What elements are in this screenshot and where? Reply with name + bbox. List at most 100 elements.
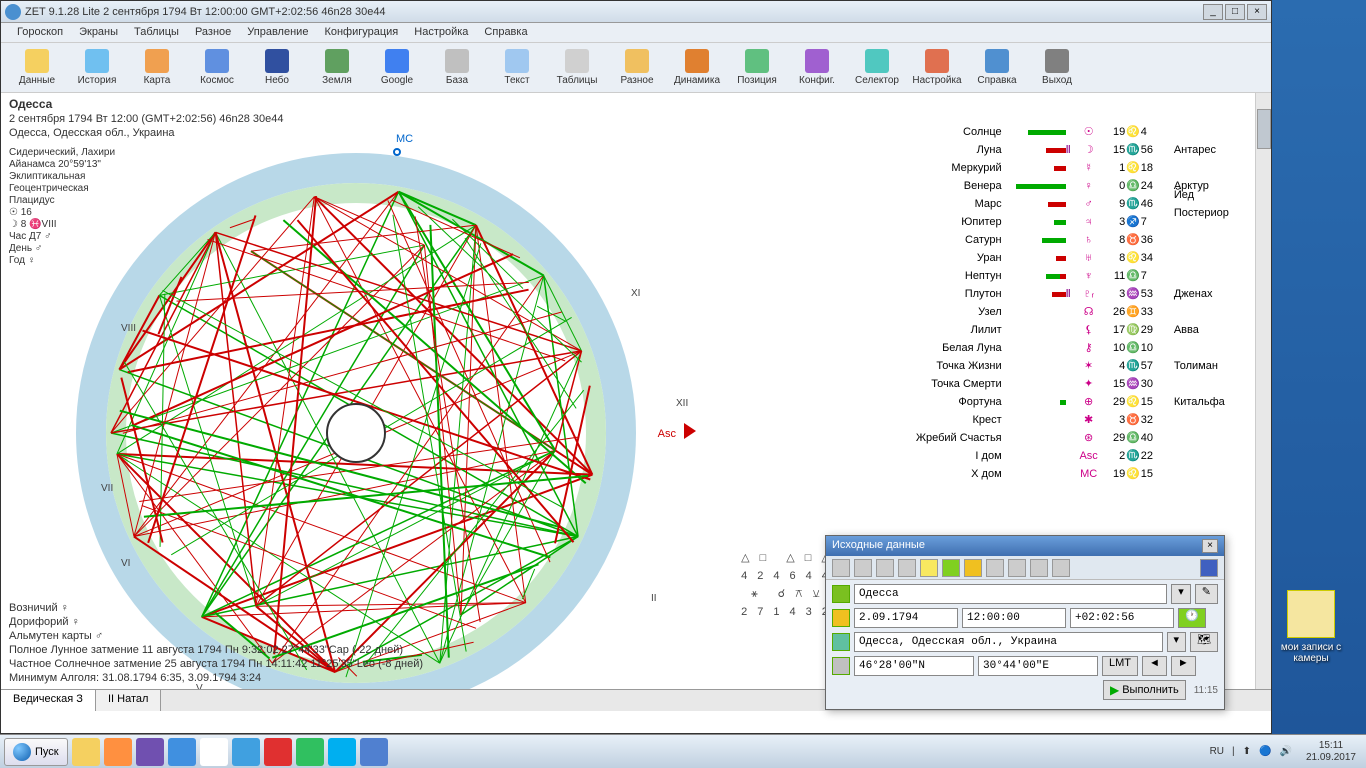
planet-row[interactable]: Крест ✱ 3 ♉ 32: [911, 411, 1251, 429]
h-icon[interactable]: [964, 559, 982, 577]
chart-center: [326, 403, 386, 463]
tab-natal[interactable]: II Натал: [96, 690, 161, 711]
o2-icon[interactable]: [1052, 559, 1070, 577]
taskbar-app-icon[interactable]: [104, 738, 132, 766]
tool-Селектор[interactable]: Селектор: [849, 47, 905, 88]
tray-icon[interactable]: 🔊: [1279, 746, 1291, 757]
taskbar-app-icon[interactable]: [200, 738, 228, 766]
place-input[interactable]: [854, 632, 1163, 652]
planet-row[interactable]: X дом MC 19 ♌ 15: [911, 465, 1251, 483]
prev-button[interactable]: ◄: [1142, 656, 1167, 676]
o1-icon[interactable]: [1030, 559, 1048, 577]
now-button[interactable]: 🕐: [1178, 608, 1206, 628]
planet-row[interactable]: Нептун ♆ 11 ♎ 7: [911, 267, 1251, 285]
menu-Разное[interactable]: Разное: [187, 23, 239, 42]
taskbar-app-icon[interactable]: [232, 738, 260, 766]
planet-row[interactable]: Солнце ☉ 19 ♌ 4: [911, 123, 1251, 141]
taskbar-app-icon[interactable]: [296, 738, 324, 766]
planet-row[interactable]: Фортуна ⊕ 29 ♌ 15 Китальфа: [911, 393, 1251, 411]
tool-Динамика[interactable]: Динамика: [669, 47, 725, 88]
menu-Управление[interactable]: Управление: [239, 23, 316, 42]
name-dropdown[interactable]: ▾: [1171, 584, 1191, 604]
time-input[interactable]: [962, 608, 1066, 628]
lmt-button[interactable]: LMT: [1102, 656, 1138, 676]
planet-row[interactable]: Точка Смерти ✦ 15 ♒ 30: [911, 375, 1251, 393]
tool-Позиция[interactable]: Позиция: [729, 47, 785, 88]
tab-vedic[interactable]: Ведическая З: [1, 690, 96, 711]
tool-Данные[interactable]: Данные: [9, 47, 65, 88]
date-input[interactable]: [854, 608, 958, 628]
close-button[interactable]: ×: [1247, 4, 1267, 20]
menu-Конфигурация[interactable]: Конфигурация: [316, 23, 406, 42]
l-icon[interactable]: [942, 559, 960, 577]
tool-Выход[interactable]: Выход: [1029, 47, 1085, 88]
taskbar-app-icon[interactable]: [328, 738, 356, 766]
taskbar-app-icon[interactable]: [72, 738, 100, 766]
tool-Google[interactable]: Google: [369, 47, 425, 88]
tool-Справка[interactable]: Справка: [969, 47, 1025, 88]
menu-Справка[interactable]: Справка: [476, 23, 535, 42]
menu-Настройка[interactable]: Настройка: [406, 23, 476, 42]
tz-input[interactable]: [1070, 608, 1174, 628]
menu-Экраны[interactable]: Экраны: [71, 23, 126, 42]
s-icon[interactable]: [1008, 559, 1026, 577]
vertical-scrollbar[interactable]: [1255, 93, 1271, 711]
planet-row[interactable]: Узел ☊ 26 ♊ 33: [911, 303, 1251, 321]
planet-row[interactable]: Точка Жизни ✶ 4 ♏ 57 Толиман: [911, 357, 1251, 375]
dialog-close-button[interactable]: ×: [1202, 539, 1218, 553]
planet-row[interactable]: I дом Asc 2 ♏ 22: [911, 447, 1251, 465]
edit-button[interactable]: ✎: [1195, 584, 1218, 604]
tool-Конфиг.[interactable]: Конфиг.: [789, 47, 845, 88]
menu-Таблицы[interactable]: Таблицы: [126, 23, 187, 42]
planet-row[interactable]: Уран ♅ 8 ♌ 34: [911, 249, 1251, 267]
tool-Карта[interactable]: Карта: [129, 47, 185, 88]
planet-row[interactable]: Марс ♂ 9 ♏ 46 Йед Постериор: [911, 195, 1251, 213]
taskbar-app-icon[interactable]: [264, 738, 292, 766]
save-icon[interactable]: [876, 559, 894, 577]
tool-icon: [325, 49, 349, 73]
next-button[interactable]: ►: [1171, 656, 1196, 676]
lat-input[interactable]: [854, 656, 974, 676]
tray-icon[interactable]: ⬆: [1243, 746, 1251, 757]
tool-Таблицы[interactable]: Таблицы: [549, 47, 605, 88]
tool-Текст[interactable]: Текст: [489, 47, 545, 88]
name-input[interactable]: [854, 584, 1167, 604]
desktop-folder[interactable]: мои записи с камеры: [1276, 590, 1346, 664]
planet-row[interactable]: Сатурн ♄ 8 ♉ 36: [911, 231, 1251, 249]
tool-История[interactable]: История: [69, 47, 125, 88]
copy-icon[interactable]: [832, 559, 850, 577]
maximize-button[interactable]: □: [1225, 4, 1245, 20]
color-icon[interactable]: [986, 559, 1004, 577]
tool-Земля[interactable]: Земля: [309, 47, 365, 88]
tool-Разное[interactable]: Разное: [609, 47, 665, 88]
start-button[interactable]: Пуск: [4, 738, 68, 766]
place-dropdown[interactable]: ▾: [1167, 632, 1187, 652]
play-icon: ▶: [1110, 683, 1119, 697]
db-icon[interactable]: [898, 559, 916, 577]
planet-row[interactable]: Луна Ⅱ ☽ 15 ♏ 56 Антарес: [911, 141, 1251, 159]
house-label: XI: [631, 288, 640, 299]
minimize-button[interactable]: _: [1203, 4, 1223, 20]
map-button[interactable]: 🗺: [1190, 632, 1218, 652]
lon-input[interactable]: [978, 656, 1098, 676]
tool-Небо[interactable]: Небо: [249, 47, 305, 88]
planet-row[interactable]: Белая Луна ⚷ 10 ♎ 10: [911, 339, 1251, 357]
tool-Настройка[interactable]: Настройка: [909, 47, 965, 88]
planet-row[interactable]: Плутон Ⅱ ♇ᵣ 3 ♒ 53 Дженах: [911, 285, 1251, 303]
tool-Космос[interactable]: Космос: [189, 47, 245, 88]
clock[interactable]: 15:11 21.09.2017: [1300, 740, 1362, 764]
k-icon[interactable]: [920, 559, 938, 577]
taskbar-app-icon[interactable]: [168, 738, 196, 766]
planet-row[interactable]: Меркурий ☿ 1 ♌ 18: [911, 159, 1251, 177]
taskbar-app-icon[interactable]: [136, 738, 164, 766]
execute-button[interactable]: ▶ Выполнить: [1103, 680, 1186, 700]
z-icon[interactable]: [1200, 559, 1218, 577]
new-icon[interactable]: [854, 559, 872, 577]
tray-icon[interactable]: 🔵: [1259, 746, 1271, 757]
tool-База[interactable]: База: [429, 47, 485, 88]
menu-Гороскоп[interactable]: Гороскоп: [9, 23, 71, 42]
planet-row[interactable]: Жребий Счастья ⊛ 29 ♎ 40: [911, 429, 1251, 447]
taskbar-app-icon[interactable]: [360, 738, 388, 766]
planet-row[interactable]: Лилит ⚸ 17 ♍ 29 Авва: [911, 321, 1251, 339]
lang-indicator[interactable]: RU: [1210, 746, 1224, 757]
